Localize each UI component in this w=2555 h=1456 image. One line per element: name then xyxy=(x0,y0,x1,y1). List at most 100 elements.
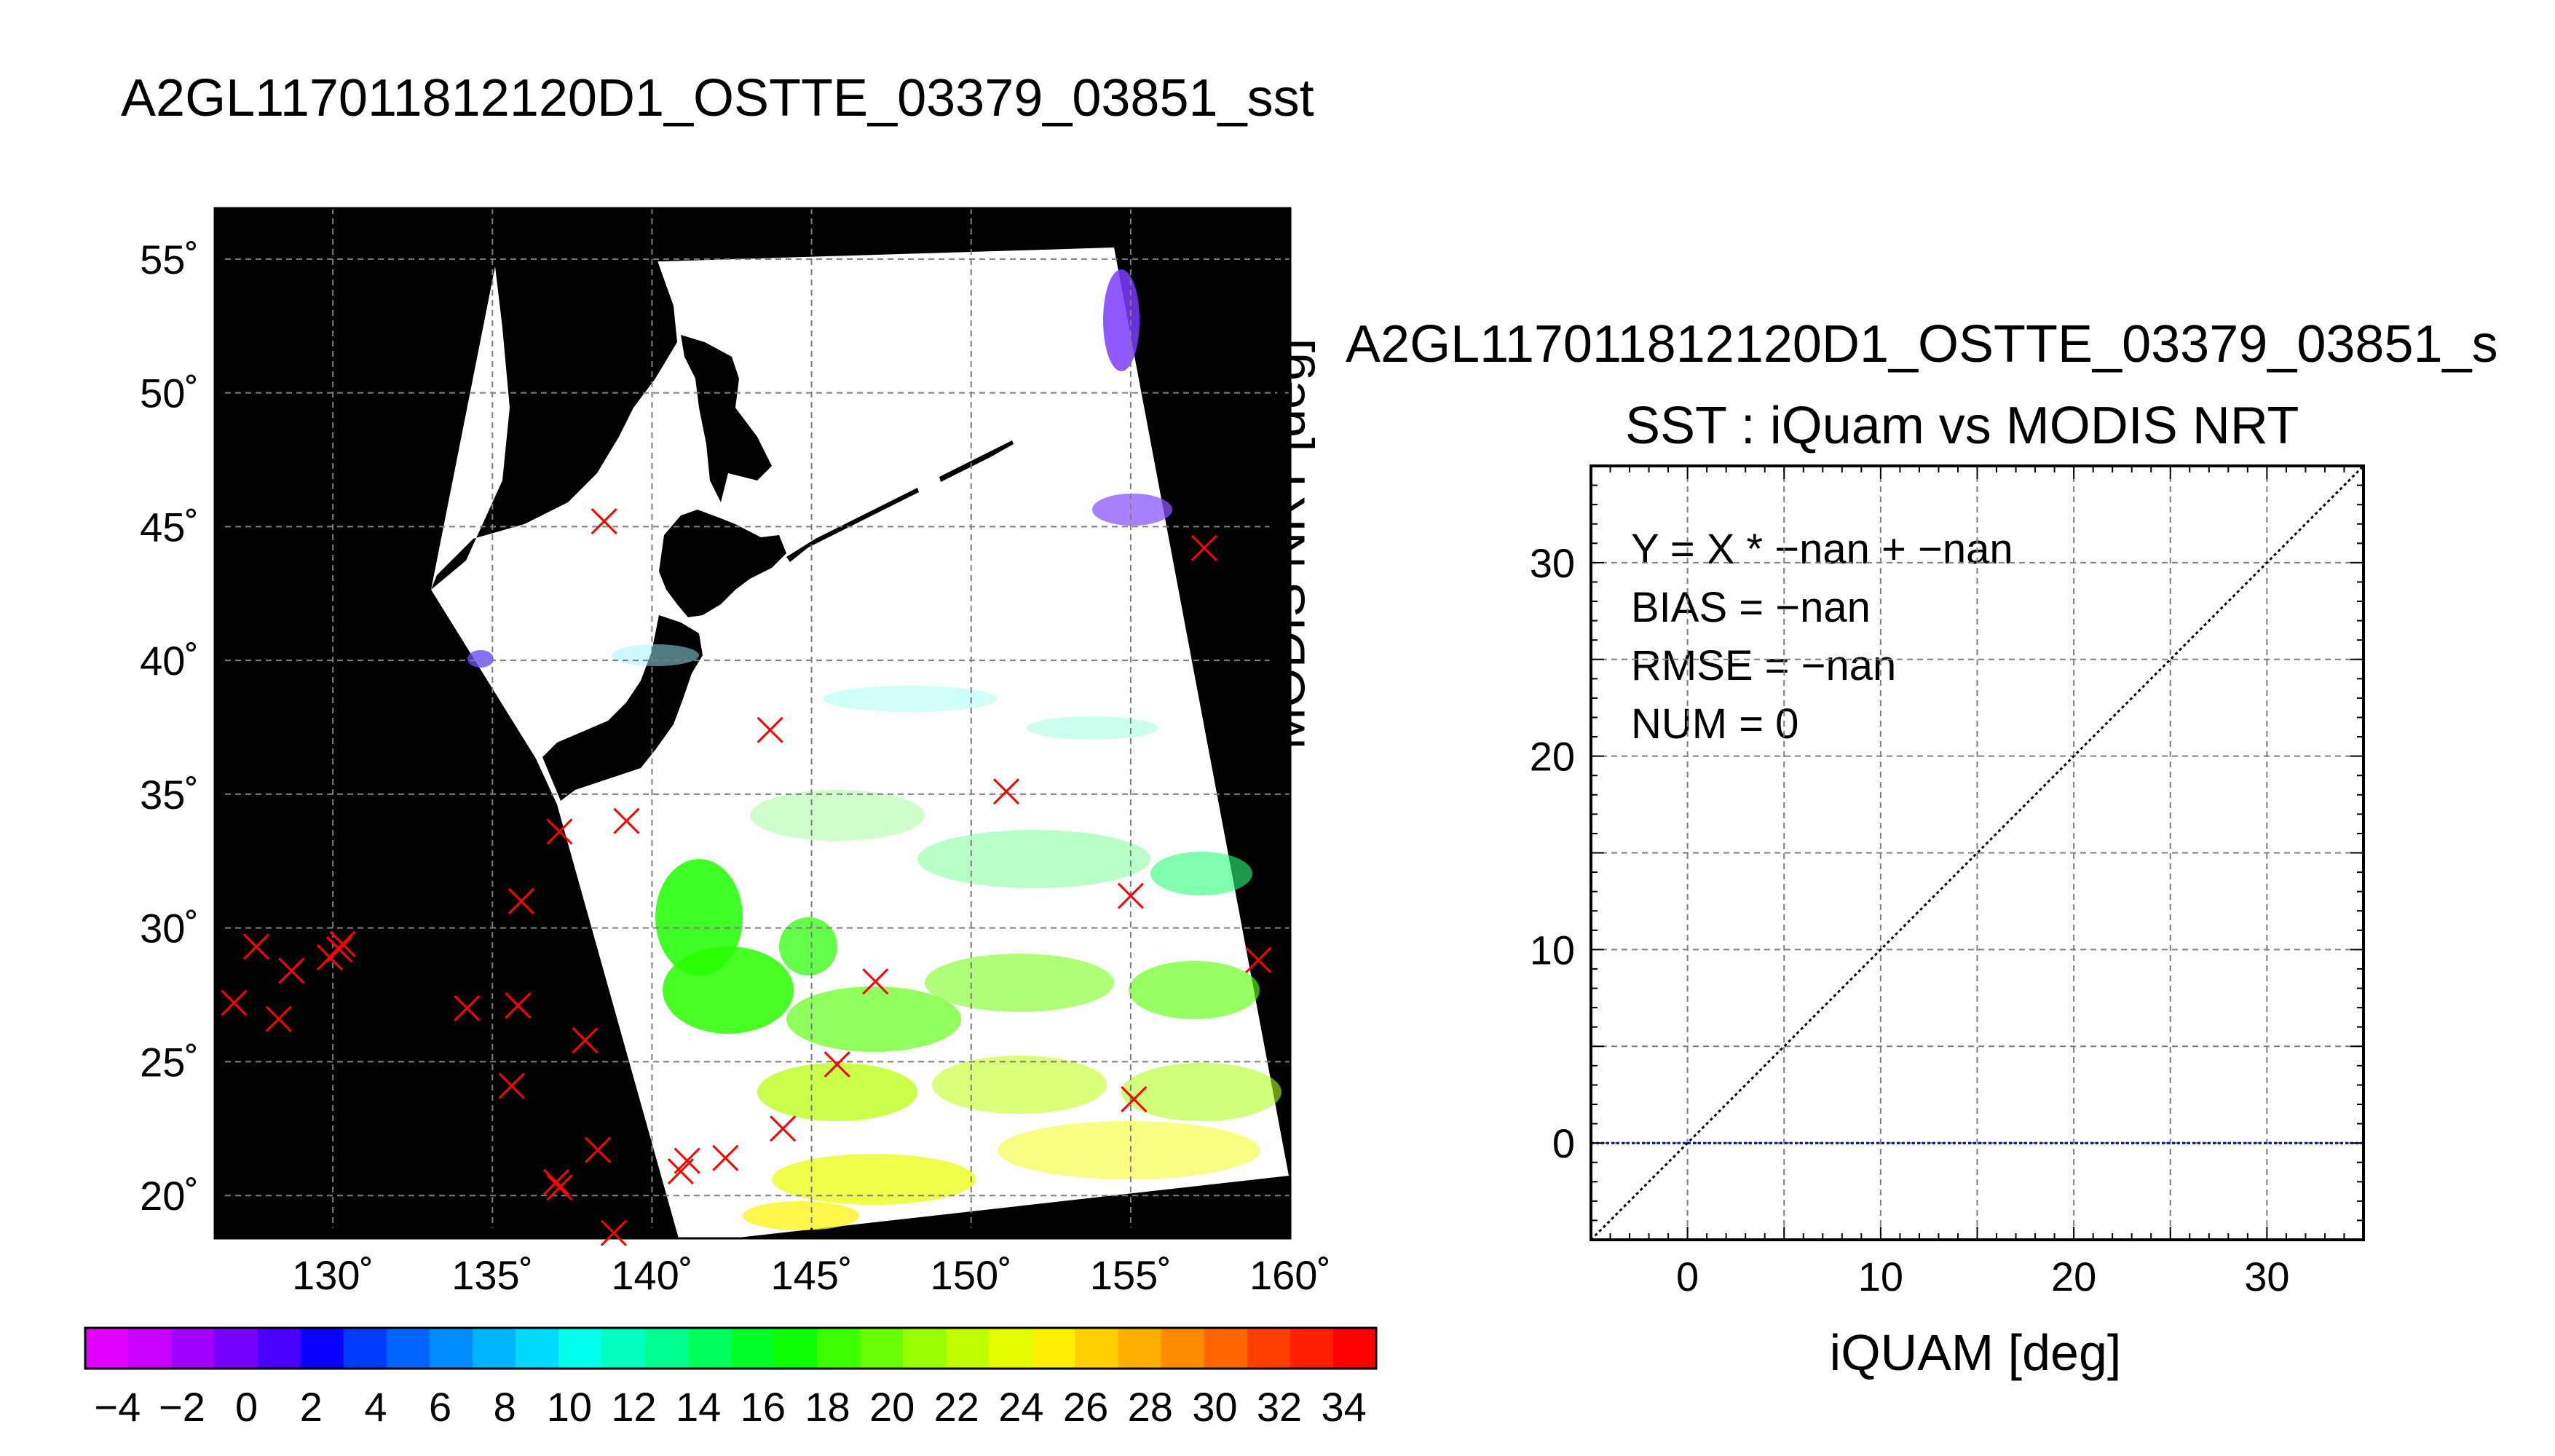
map-lon-tick-label: 160˚ xyxy=(1249,1252,1331,1298)
colorbar-swatch xyxy=(1118,1328,1161,1369)
colorbar-tick-label: 10 xyxy=(547,1384,592,1430)
colorbar-swatch xyxy=(214,1328,258,1369)
station-marker xyxy=(1121,1085,1148,1112)
map-lon-tick-label: 140˚ xyxy=(611,1252,692,1298)
station-marker xyxy=(505,992,532,1019)
colorbar-tick-label: 18 xyxy=(805,1384,850,1430)
colorbar-tick-label: 4 xyxy=(364,1384,387,1430)
map-lat-tick-label: 45˚ xyxy=(140,504,199,550)
station-marker xyxy=(584,1136,611,1163)
station-marker xyxy=(824,1051,850,1078)
colorbar-swatch xyxy=(429,1328,473,1369)
scatter-y-axis-label: MODIS NRT [deg] xyxy=(1258,338,1316,750)
regression-equation: Y = X * −nan + −nan xyxy=(1631,526,2013,573)
station-marker xyxy=(1190,534,1217,561)
colorbar-swatch xyxy=(257,1328,301,1369)
map-lat-tick-label: 30˚ xyxy=(140,906,199,951)
colorbar-swatch xyxy=(128,1328,172,1369)
rmse-stat: RMSE = −nan xyxy=(1631,642,1897,689)
station-marker xyxy=(1245,946,1272,973)
main-title: A2GL117011812120D1_OSTTE_03379_03851_sst xyxy=(121,69,1314,127)
station-marker xyxy=(712,1144,739,1171)
colorbar-tick-label: 34 xyxy=(1322,1384,1367,1430)
num-stat: NUM = 0 xyxy=(1631,700,1799,748)
colorbar-tick-label: 20 xyxy=(869,1384,915,1430)
colorbar-swatch xyxy=(687,1328,731,1369)
colorbar-tick-label: −4 xyxy=(94,1384,141,1430)
map-lon-tick-label: 155˚ xyxy=(1090,1252,1172,1298)
colorbar-swatch xyxy=(946,1328,990,1369)
colorbar-tick-label: 26 xyxy=(1063,1384,1108,1430)
map-ticks: 130˚ 135˚ 140˚ 145˚ 150˚ 155˚ 160˚ 20˚ 25˚ 30˚ 35˚… xyxy=(140,237,1331,1298)
station-marker xyxy=(329,930,356,957)
colorbar-tick-label: 16 xyxy=(741,1384,786,1430)
colorbar-tick-label: 2 xyxy=(300,1384,323,1430)
map-lon-tick-label: 130˚ xyxy=(292,1252,374,1298)
station-marker xyxy=(242,933,270,960)
station-marker xyxy=(498,1072,525,1099)
sst-data-patches xyxy=(467,269,1282,1230)
colorbar-swatch xyxy=(1247,1328,1291,1369)
station-marker xyxy=(992,778,1019,805)
colorbar-tick-label: 32 xyxy=(1257,1384,1302,1430)
station-marker xyxy=(508,887,534,914)
station-markers xyxy=(221,507,1272,1246)
colorbar-tick-label: 12 xyxy=(611,1384,656,1430)
station-marker xyxy=(600,1219,627,1246)
station-marker xyxy=(862,968,889,995)
station-marker xyxy=(278,957,305,984)
colorbar-swatch xyxy=(601,1328,645,1369)
colorbar-swatch xyxy=(816,1328,861,1369)
map-frame xyxy=(213,207,1292,1240)
colorbar-swatch xyxy=(300,1328,344,1369)
map-lon-tick-label: 135˚ xyxy=(451,1252,533,1298)
colorbar-swatch xyxy=(516,1328,559,1369)
colorbar-swatch xyxy=(644,1328,688,1369)
colorbar-swatch xyxy=(558,1328,602,1369)
station-marker xyxy=(591,507,617,535)
colorbar-swatch xyxy=(1204,1328,1248,1369)
station-marker xyxy=(546,818,573,845)
map-lat-tick-label: 50˚ xyxy=(140,371,199,416)
colorbar-swatch xyxy=(859,1328,904,1369)
bias-stat: BIAS = −nan xyxy=(1631,584,1871,631)
stats-block: Y = X * −nan + −nan BIAS = −nan RMSE = −… xyxy=(1631,521,2013,753)
colorbar-swatch xyxy=(989,1328,1032,1369)
station-marker xyxy=(546,1174,573,1201)
colorbar-tick-label: 14 xyxy=(676,1384,721,1430)
colorbar-swatch xyxy=(1032,1328,1075,1369)
colorbar-tick-label: 0 xyxy=(235,1384,258,1430)
station-marker xyxy=(1117,882,1144,909)
station-marker xyxy=(221,989,248,1016)
colorbar-tick-label: 28 xyxy=(1128,1384,1173,1430)
map-lon-tick-label: 150˚ xyxy=(931,1252,1012,1298)
station-marker xyxy=(757,716,783,743)
scatter-file-title: A2GL117011812120D1_OSTTE_03379_03851_s xyxy=(1346,315,2498,373)
colorbar: −4 −2 0 2 4 6 8 10 12 14 16 18 20 22 24 26 28 30 32 34 xyxy=(84,1326,1378,1430)
map-lat-tick-label: 25˚ xyxy=(140,1039,199,1085)
station-marker xyxy=(613,807,640,834)
colorbar-swatch xyxy=(1075,1328,1118,1369)
colorbar-swatch xyxy=(902,1328,947,1369)
station-marker xyxy=(542,1168,570,1195)
colorbar-swatch xyxy=(1332,1328,1377,1369)
colorbar-frame xyxy=(84,1326,1378,1370)
colorbar-swatch xyxy=(773,1328,818,1369)
map-lat-tick-label: 40˚ xyxy=(140,638,199,684)
colorbar-swatch xyxy=(472,1328,516,1369)
station-marker xyxy=(770,1115,797,1142)
colorbar-swatch xyxy=(1161,1328,1205,1369)
colorbar-tick-label: 22 xyxy=(934,1384,979,1430)
station-marker xyxy=(265,1005,292,1032)
colorbar-swatch xyxy=(386,1328,430,1369)
colorbar-tick-label: 24 xyxy=(998,1384,1043,1430)
colorbar-tick-label: 6 xyxy=(429,1384,451,1430)
colorbar-swatch xyxy=(171,1328,215,1369)
scatter-x-axis-label: iQUAM [deg] xyxy=(1829,1324,2122,1381)
map-lat-tick-label: 20˚ xyxy=(140,1173,199,1219)
station-marker xyxy=(454,994,481,1021)
colorbar-swatch xyxy=(730,1328,775,1369)
colorbar-swatch xyxy=(1290,1328,1334,1369)
colorbar-swatch xyxy=(85,1328,129,1369)
station-marker xyxy=(667,1158,694,1185)
